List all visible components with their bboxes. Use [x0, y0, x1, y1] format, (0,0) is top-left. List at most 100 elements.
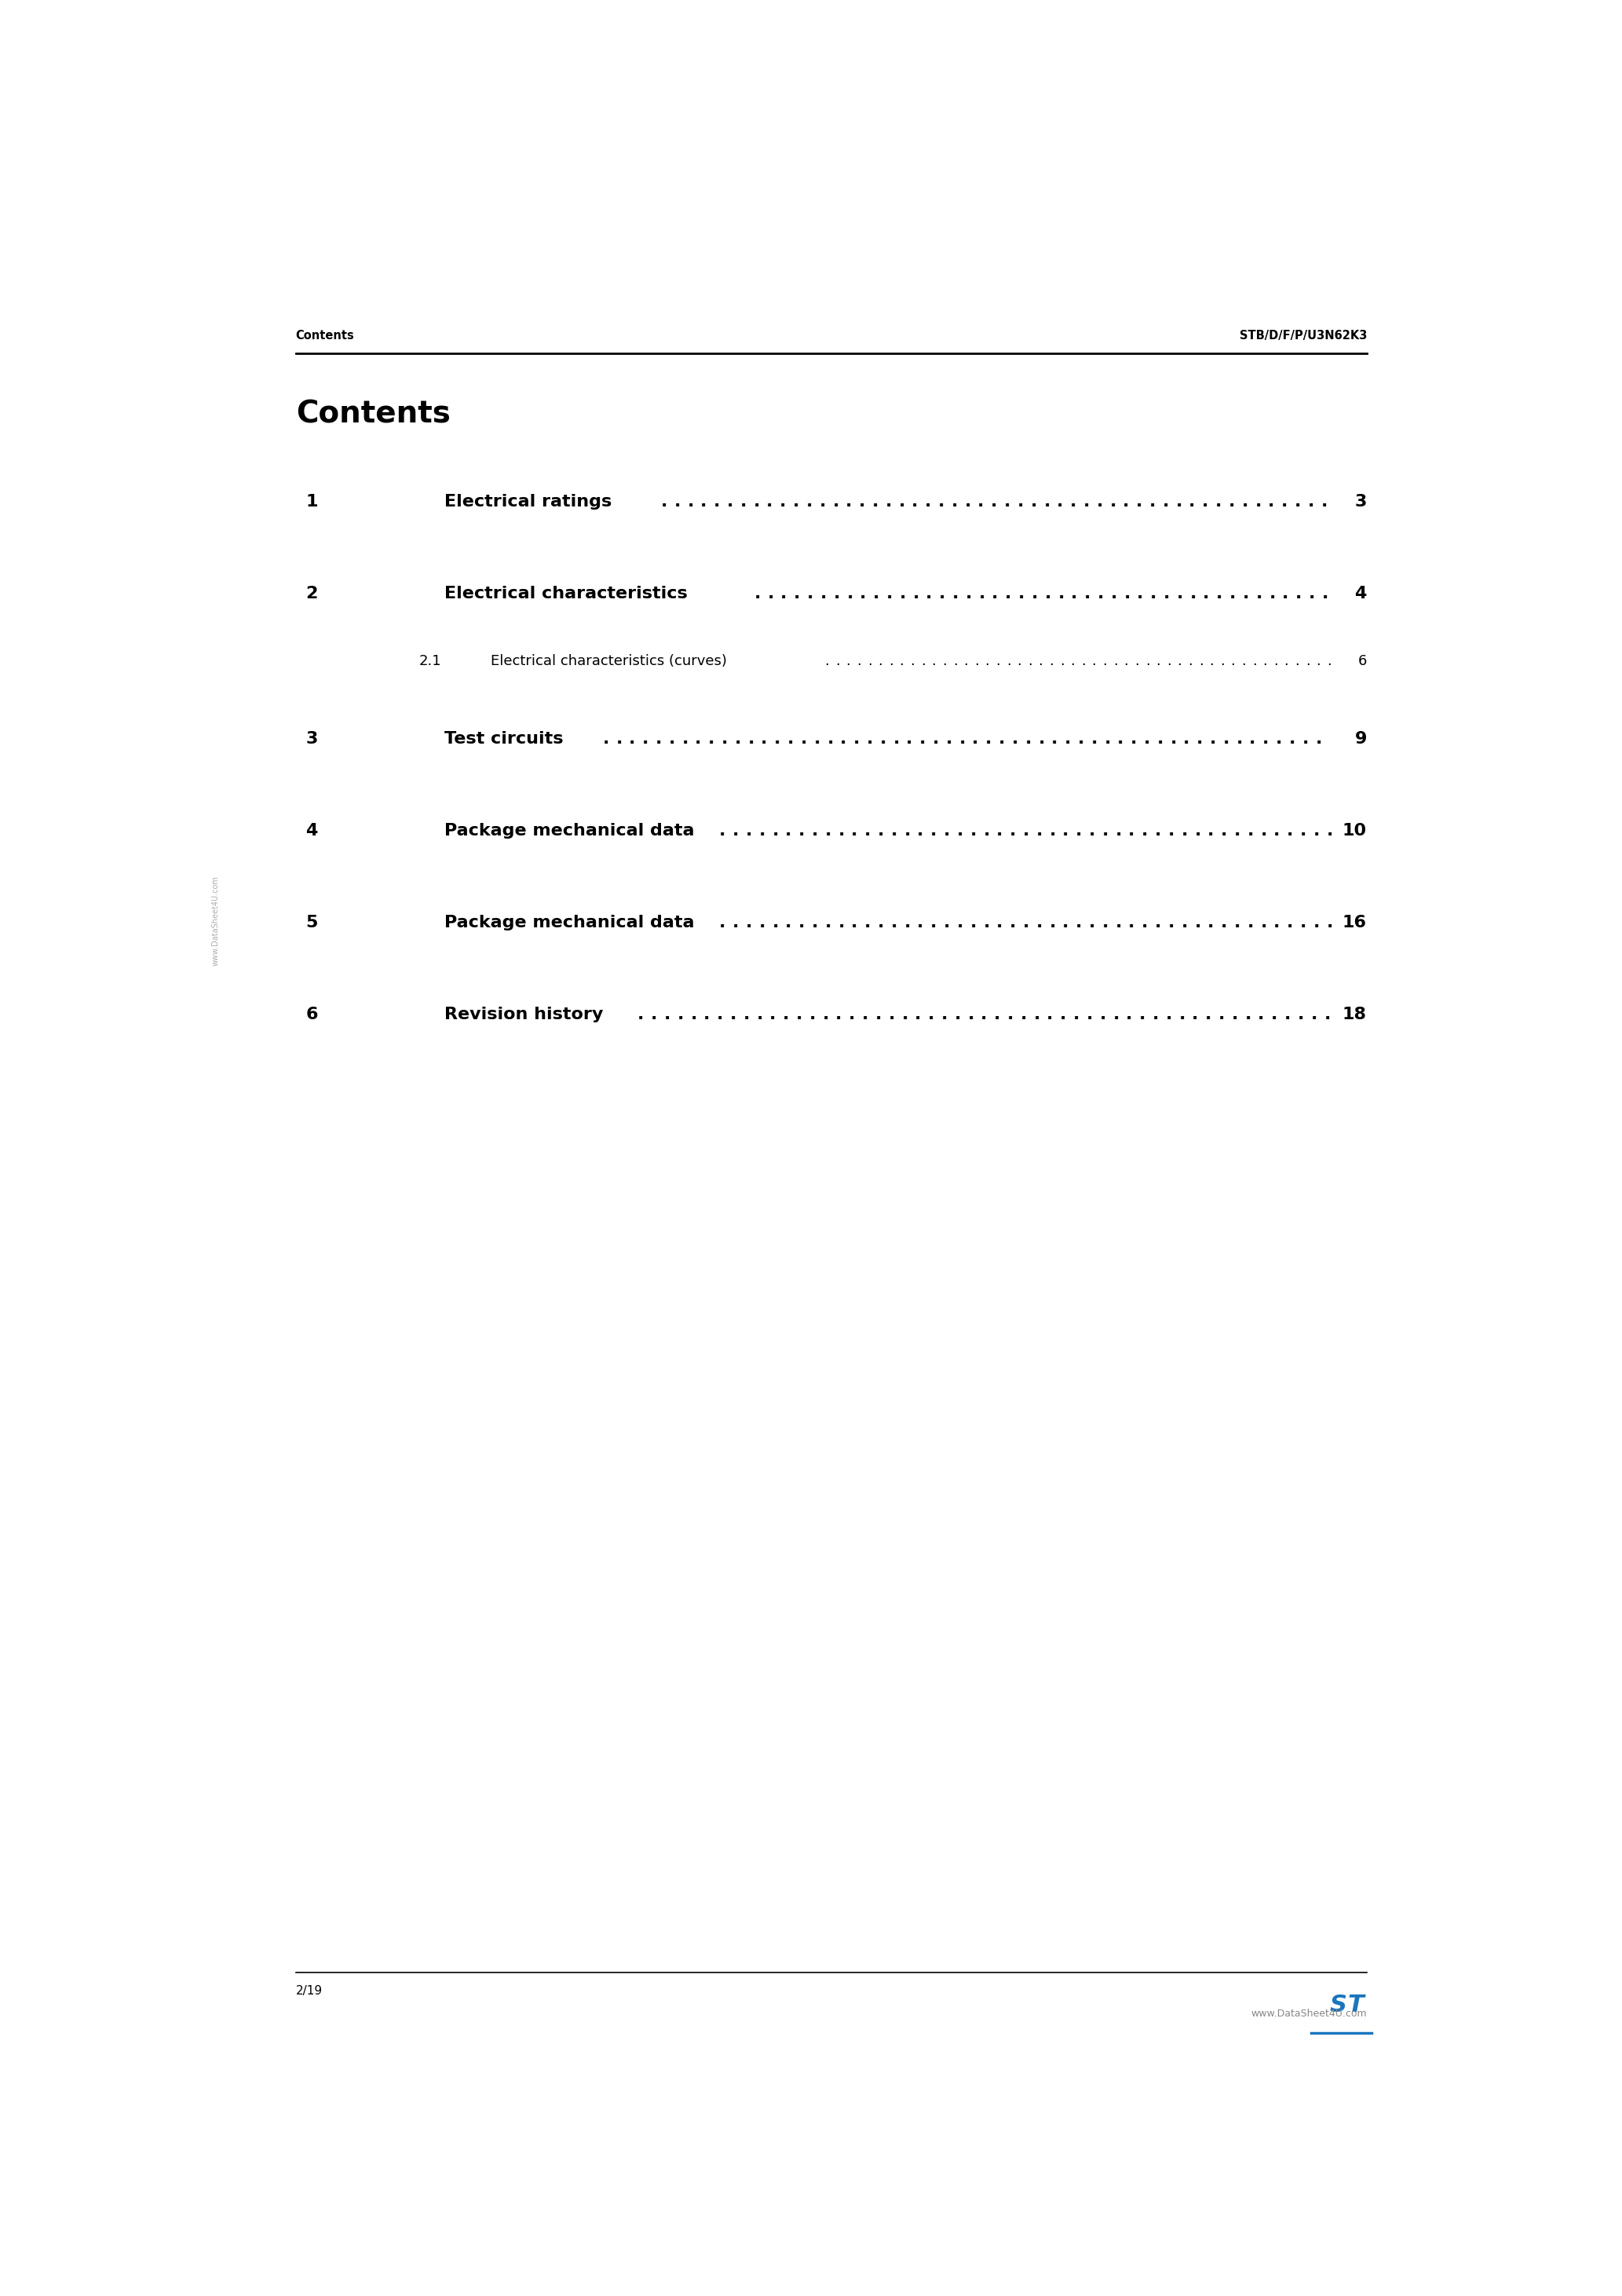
Text: .: . [1074, 1006, 1080, 1022]
Text: .: . [759, 822, 766, 838]
Text: .: . [950, 494, 959, 510]
Text: .: . [985, 730, 993, 746]
Text: .: . [996, 914, 1002, 930]
Text: .: . [1191, 585, 1197, 602]
Text: .: . [616, 730, 623, 746]
Text: .: . [1038, 730, 1045, 746]
Text: .: . [1181, 822, 1187, 838]
Text: .: . [1113, 654, 1118, 668]
Text: .: . [1207, 914, 1215, 930]
Text: .: . [1009, 914, 1015, 930]
Text: .: . [1168, 822, 1174, 838]
Text: .: . [1262, 730, 1268, 746]
Text: .: . [681, 730, 688, 746]
Text: .: . [1118, 730, 1124, 746]
Text: .: . [1315, 730, 1322, 746]
Text: .: . [876, 1006, 882, 1022]
Text: .: . [1204, 585, 1210, 602]
Text: .: . [1113, 1006, 1119, 1022]
Text: .: . [1017, 654, 1022, 668]
Text: 4: 4 [307, 822, 318, 838]
Text: .: . [1184, 730, 1191, 746]
Text: .: . [1314, 914, 1320, 930]
Text: 5: 5 [307, 914, 318, 930]
Text: .: . [821, 585, 827, 602]
Text: .: . [824, 914, 832, 930]
Text: .: . [1030, 494, 1036, 510]
Text: .: . [1058, 494, 1064, 510]
Text: .: . [811, 822, 817, 838]
Text: .: . [913, 585, 920, 602]
Text: .: . [1043, 494, 1049, 510]
Text: .: . [925, 494, 931, 510]
Text: .: . [1025, 730, 1032, 746]
Text: .: . [1046, 1006, 1053, 1022]
Text: .: . [753, 494, 759, 510]
Text: .: . [1009, 822, 1015, 838]
Text: .: . [865, 822, 871, 838]
Text: .: . [931, 822, 938, 838]
Text: .: . [1273, 822, 1280, 838]
Text: .: . [1210, 654, 1213, 668]
Text: .: . [1241, 494, 1249, 510]
Text: 16: 16 [1343, 914, 1367, 930]
Text: .: . [642, 730, 649, 746]
Text: .: . [1071, 585, 1077, 602]
Text: .: . [879, 730, 886, 746]
Text: .: . [675, 494, 681, 510]
Text: .: . [780, 494, 787, 510]
Text: .: . [772, 822, 779, 838]
Text: STB/D/F/P/U3N62K3: STB/D/F/P/U3N62K3 [1239, 331, 1367, 342]
Text: .: . [1071, 494, 1077, 510]
Text: .: . [1131, 730, 1137, 746]
Text: .: . [780, 585, 787, 602]
Text: .: . [1299, 914, 1306, 930]
Text: .: . [1218, 1006, 1225, 1022]
Text: .: . [798, 914, 805, 930]
Text: .: . [824, 822, 832, 838]
Text: .: . [1194, 914, 1200, 930]
Text: .: . [748, 730, 754, 746]
Text: .: . [1169, 730, 1176, 746]
Text: www.DataSheet4U.com: www.DataSheet4U.com [211, 875, 219, 967]
Text: .: . [840, 730, 847, 746]
Text: .: . [704, 1006, 710, 1022]
Text: .: . [978, 494, 985, 510]
Text: .: . [1197, 730, 1204, 746]
Text: .: . [1296, 585, 1302, 602]
Text: .: . [808, 585, 814, 602]
Text: .: . [931, 914, 938, 930]
Text: .: . [1004, 494, 1011, 510]
Text: 1: 1 [307, 494, 318, 510]
Text: .: . [999, 730, 1006, 746]
Text: .: . [717, 1006, 723, 1022]
Text: .: . [1150, 494, 1156, 510]
Text: Revision history: Revision history [444, 1006, 603, 1022]
Text: .: . [991, 585, 998, 602]
Text: .: . [1268, 585, 1275, 602]
Text: .: . [941, 1006, 947, 1022]
Text: .: . [835, 1006, 842, 1022]
Text: .: . [900, 654, 903, 668]
Text: .: . [1311, 1006, 1317, 1022]
Text: .: . [952, 654, 957, 668]
Text: .: . [743, 1006, 749, 1022]
Text: .: . [796, 1006, 803, 1022]
Text: .: . [1163, 585, 1169, 602]
Text: .: . [1260, 914, 1267, 930]
Text: .: . [972, 730, 978, 746]
Text: .: . [1220, 654, 1225, 668]
Text: .: . [1210, 730, 1216, 746]
Text: .: . [1071, 654, 1075, 668]
Text: .: . [1255, 494, 1262, 510]
Text: .: . [688, 494, 694, 510]
Text: .: . [1272, 1006, 1278, 1022]
Text: .: . [1207, 822, 1215, 838]
Text: .: . [1155, 914, 1161, 930]
Text: .: . [772, 914, 779, 930]
Text: .: . [1023, 914, 1030, 930]
Text: .: . [892, 730, 900, 746]
Text: .: . [978, 585, 985, 602]
Text: .: . [1101, 822, 1108, 838]
Text: .: . [1176, 494, 1182, 510]
